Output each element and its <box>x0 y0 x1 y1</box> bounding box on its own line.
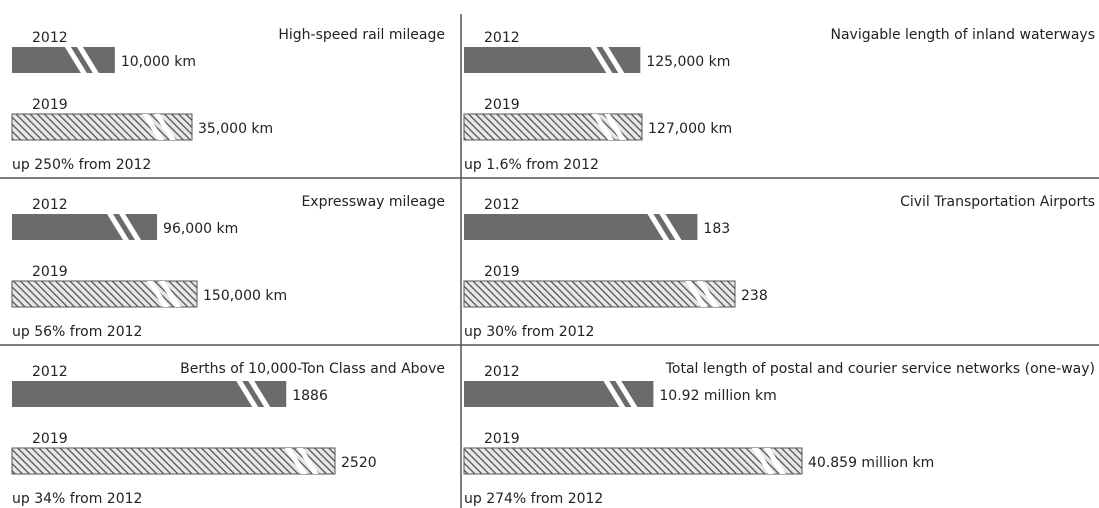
bar <box>463 447 803 475</box>
panel-title: Expressway mileage <box>301 194 445 210</box>
panel-title: Civil Transportation Airports <box>900 194 1095 210</box>
annotation: up 34% from 2012 <box>12 491 142 507</box>
annotation: up 1.6% from 2012 <box>464 157 599 173</box>
panel-title: Navigable length of inland waterways <box>831 27 1096 43</box>
value-label: 10,000 km <box>121 54 196 70</box>
category-label: 2019 <box>484 431 520 447</box>
value-label: 96,000 km <box>163 221 238 237</box>
value-label: 127,000 km <box>648 121 732 137</box>
break-mark <box>142 114 164 140</box>
break-mark <box>119 214 142 240</box>
break-mark <box>285 448 307 474</box>
annotation: up 250% from 2012 <box>12 157 151 173</box>
category-label: 2019 <box>32 264 68 280</box>
panel-title: High-speed rail mileage <box>278 27 445 43</box>
break-mark <box>604 114 626 140</box>
break-mark <box>752 448 774 474</box>
break-mark <box>590 47 613 73</box>
annotation: up 56% from 2012 <box>12 324 142 340</box>
panel-title: Berths of 10,000-Ton Class and Above <box>180 361 445 377</box>
break-mark <box>764 448 786 474</box>
annotation: up 30% from 2012 <box>464 324 594 340</box>
category-label: 2012 <box>484 197 520 213</box>
value-label: 2520 <box>341 455 377 471</box>
break-mark <box>297 448 319 474</box>
value-label: 183 <box>703 221 730 237</box>
break-mark <box>147 281 169 307</box>
break-mark <box>64 47 87 73</box>
break-mark <box>592 114 614 140</box>
break-mark <box>76 47 99 73</box>
value-label: 1886 <box>292 388 328 404</box>
category-label: 2019 <box>32 97 68 113</box>
break-mark <box>659 214 682 240</box>
annotation: up 274% from 2012 <box>464 491 603 507</box>
break-mark <box>697 281 719 307</box>
break-mark <box>615 381 638 407</box>
break-mark <box>236 381 259 407</box>
category-label: 2019 <box>32 431 68 447</box>
category-label: 2012 <box>484 30 520 46</box>
category-label: 2012 <box>32 30 68 46</box>
break-mark <box>685 281 707 307</box>
value-label: 35,000 km <box>198 121 273 137</box>
category-label: 2012 <box>32 364 68 380</box>
break-mark <box>647 214 670 240</box>
break-mark <box>603 381 626 407</box>
break-mark <box>602 47 625 73</box>
bar <box>11 447 336 475</box>
value-label: 40.859 million km <box>808 455 934 471</box>
category-label: 2012 <box>32 197 68 213</box>
break-mark <box>154 114 176 140</box>
break-mark <box>159 281 181 307</box>
value-label: 125,000 km <box>646 54 730 70</box>
break-mark <box>248 381 271 407</box>
category-label: 2019 <box>484 97 520 113</box>
value-label: 10.92 million km <box>659 388 776 404</box>
category-label: 2019 <box>484 264 520 280</box>
category-label: 2012 <box>484 364 520 380</box>
value-label: 238 <box>741 288 768 304</box>
bar <box>12 47 115 73</box>
panel-title: Total length of postal and courier servi… <box>665 361 1095 377</box>
value-label: 150,000 km <box>203 288 287 304</box>
break-mark <box>107 214 130 240</box>
